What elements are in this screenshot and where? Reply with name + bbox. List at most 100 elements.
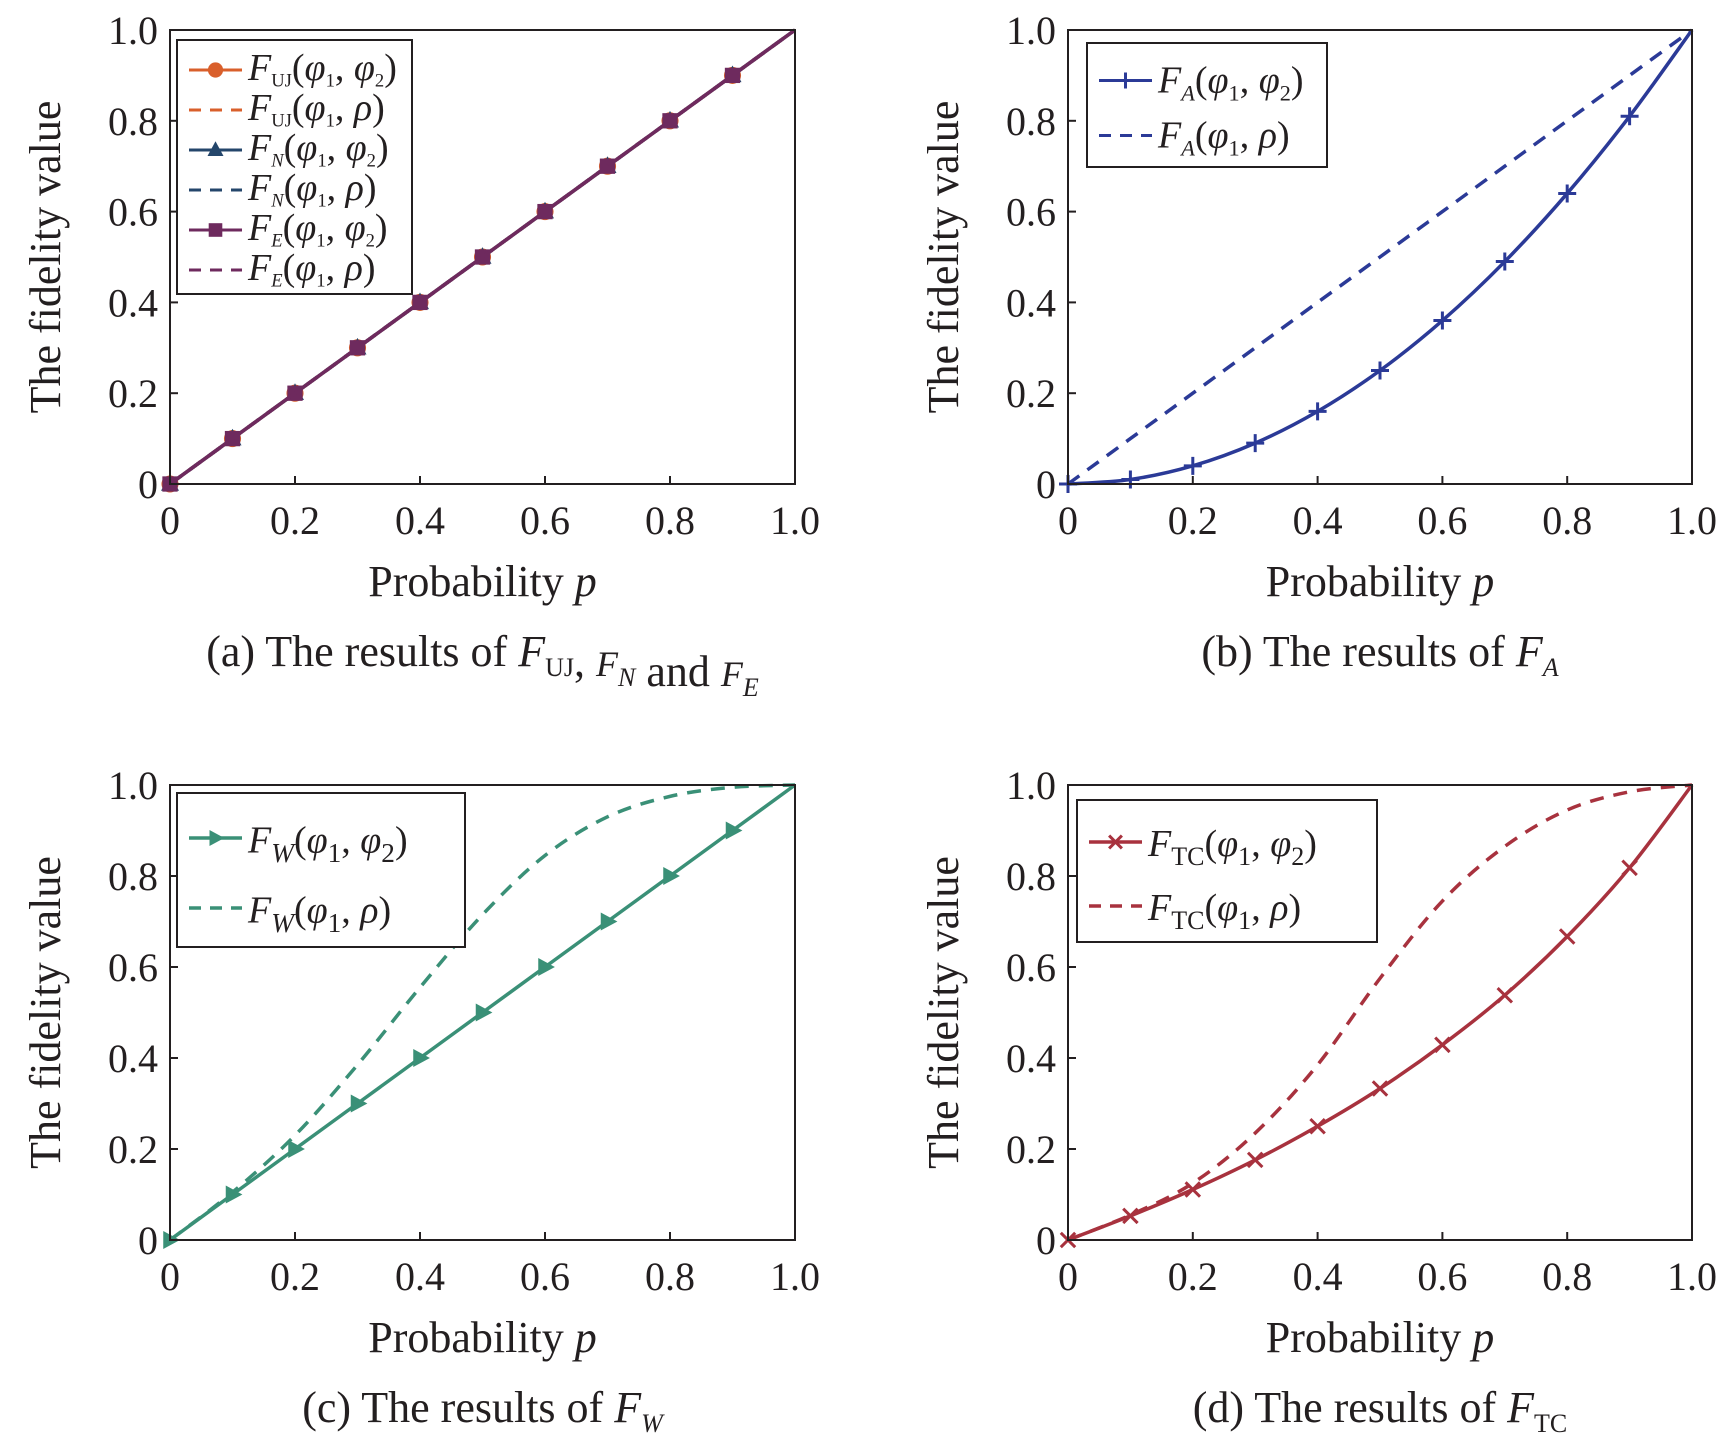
- series-point: [288, 1140, 305, 1158]
- series-line-0: [1067, 783, 1694, 1242]
- series-point: [1246, 1151, 1264, 1169]
- panel-caption: (c) The results of FW: [302, 1383, 665, 1438]
- series-line-5: [168, 28, 797, 486]
- legend-label: FA(φ1, ρ): [1157, 114, 1290, 160]
- x-tick-label: 0.4: [1293, 498, 1343, 543]
- legend-label: FUJ(φ1, ρ): [247, 87, 385, 132]
- series-point: [1558, 184, 1577, 203]
- series-point: [538, 958, 555, 976]
- y-tick-label: 1.0: [1006, 8, 1056, 53]
- x-tick-label: 0: [160, 1254, 180, 1299]
- x-tick-label: 0.2: [270, 1254, 320, 1299]
- legend-label: FE(φ1, φ2): [247, 207, 388, 252]
- legend-label: FN(φ1, ρ): [247, 167, 377, 212]
- plot-frame: [169, 784, 796, 1241]
- y-tick-label: 0.8: [1006, 99, 1056, 144]
- legend-marker: [207, 141, 224, 156]
- x-axis-label: Probability p: [1266, 557, 1495, 606]
- panel-caption: (b) The results of FA: [1201, 627, 1558, 682]
- series-point: [350, 1094, 368, 1113]
- series-point: [725, 821, 743, 840]
- x-tick-label: 0.4: [395, 1254, 445, 1299]
- series-line-1: [1066, 28, 1694, 486]
- y-tick-label: 0.6: [1006, 190, 1056, 235]
- x-tick-label: 0.6: [520, 1254, 570, 1299]
- chart-panel-c: 0 0.2 0.4 0.6 0.8 1.0 0 0.2 0.4 0.6 0.8 1.0 FW(φ1, φ…: [21, 763, 820, 1438]
- y-tick-label: 0.6: [108, 945, 158, 990]
- y-tick-label: 0.4: [1006, 280, 1056, 325]
- legend-box: [1076, 799, 1378, 943]
- y-axis-label: The fidelity value: [21, 101, 70, 414]
- legend-label: FE(φ1, ρ): [247, 247, 375, 292]
- series-point: [1433, 311, 1452, 330]
- series-line-1: [1067, 783, 1693, 1242]
- x-tick-label: 0.6: [1417, 498, 1467, 543]
- x-tick-label: 0: [1058, 498, 1078, 543]
- chart-panel-d: 0 0.2 0.4 0.6 0.8 1.0 0 0.2 0.4 0.6 0.8 1.0 FTC(φ1, …: [919, 763, 1717, 1438]
- legend-label: FN(φ1, φ2): [247, 127, 389, 172]
- x-tick-label: 0.6: [1417, 1254, 1467, 1299]
- plot-frame: [169, 29, 796, 485]
- legend-box: [1086, 42, 1328, 168]
- chart-panel-b: 0 0.2 0.4 0.6 0.8 1.0 0 0.2 0.4 0.6 0.8 1.0 FA(φ1, φ…: [919, 8, 1717, 682]
- series-point: [1121, 470, 1140, 489]
- y-tick-label: 0.8: [1006, 854, 1056, 899]
- x-axis-label: Probability p: [1266, 1313, 1495, 1362]
- series-point: [1246, 434, 1265, 453]
- x-tick-label: 0.8: [645, 498, 695, 543]
- y-tick-label: 0.4: [108, 280, 158, 325]
- y-axis-label: The fidelity value: [919, 101, 968, 414]
- legend-label: FW(φ1, ρ): [247, 890, 391, 939]
- x-tick-label: 0: [160, 498, 180, 543]
- series-point: [1495, 252, 1514, 271]
- y-tick-label: 0.2: [108, 1127, 158, 1172]
- series-point: [600, 912, 618, 931]
- legend-box: [176, 792, 466, 948]
- x-tick-label: 1.0: [770, 1254, 820, 1299]
- series-point: [1621, 859, 1638, 877]
- x-axis-label: Probability p: [368, 1313, 597, 1362]
- x-tick-label: 0.2: [1168, 498, 1218, 543]
- x-tick-label: 0.4: [1293, 1254, 1343, 1299]
- series-point: [1620, 107, 1639, 126]
- panel-caption: (d) The results of FTC: [1193, 1383, 1568, 1438]
- y-tick-label: 1.0: [1006, 763, 1056, 808]
- series-point: [1309, 1117, 1326, 1135]
- x-tick-label: 0: [1058, 1254, 1078, 1299]
- series-point: [225, 1185, 243, 1204]
- legend-label: FW(φ1, φ2): [247, 820, 408, 869]
- y-tick-label: 0: [138, 1218, 158, 1263]
- x-tick-label: 0.2: [270, 498, 320, 543]
- legend-marker: [208, 223, 223, 237]
- legend-marker: [207, 62, 224, 78]
- x-tick-label: 0.8: [1542, 1254, 1592, 1299]
- y-axis-label: The fidelity value: [21, 856, 70, 1169]
- x-axis-label: Probability p: [368, 557, 597, 606]
- legend-marker: [1117, 72, 1134, 89]
- y-tick-label: 0.6: [1006, 945, 1056, 990]
- plot-frame: [1067, 29, 1693, 485]
- series-point: [663, 867, 680, 885]
- series-point: [1183, 456, 1202, 475]
- series-point: [413, 1049, 430, 1067]
- x-tick-label: 1.0: [770, 498, 820, 543]
- series-point: [1371, 1080, 1389, 1097]
- y-tick-label: 1.0: [108, 763, 158, 808]
- y-tick-label: 0: [138, 462, 158, 507]
- legend-label: FTC(φ1, ρ): [1147, 887, 1301, 935]
- legend-box: [176, 39, 413, 295]
- y-tick-label: 0.4: [108, 1036, 158, 1081]
- x-tick-label: 0.2: [1168, 1254, 1218, 1299]
- x-tick-label: 0.8: [1542, 498, 1592, 543]
- y-tick-label: 0.2: [1006, 371, 1056, 416]
- panel-caption: (a) The results of FUJ, FN and FE: [206, 627, 759, 702]
- series-line-1: [168, 783, 796, 1242]
- x-tick-label: 0.6: [520, 498, 570, 543]
- plot-frame: [1067, 784, 1693, 1241]
- y-tick-label: 0: [1036, 1218, 1056, 1263]
- legend-label: FUJ(φ1, φ2): [247, 47, 397, 92]
- legend-label: FA(φ1, φ2): [1157, 59, 1304, 105]
- series-point: [1496, 986, 1514, 1004]
- y-tick-label: 0: [1036, 462, 1056, 507]
